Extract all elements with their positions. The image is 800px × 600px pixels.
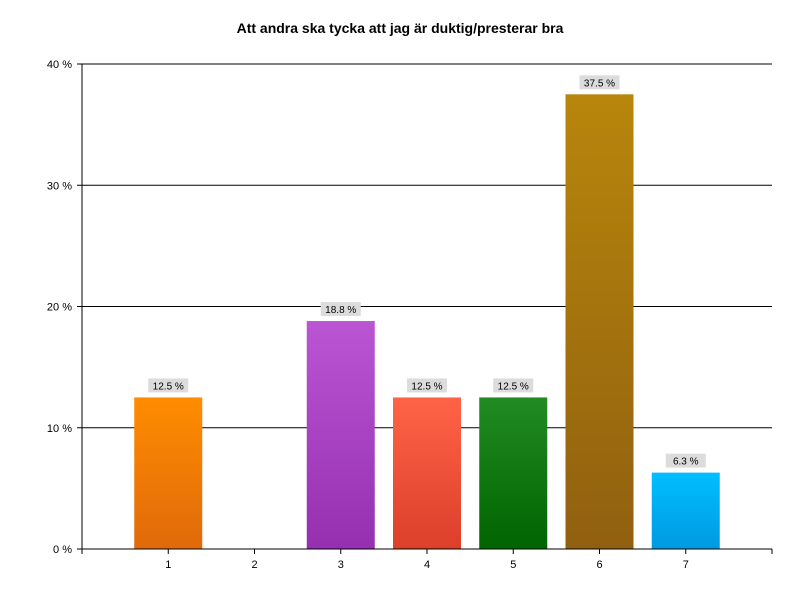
- data-label: 6.3 %: [673, 457, 699, 468]
- data-label-bg: [320, 302, 361, 317]
- data-label-bg: [579, 75, 620, 90]
- data-label: 12.5 %: [153, 381, 184, 392]
- y-tick-label: 40 %: [47, 59, 72, 71]
- x-tick-label: 6: [596, 559, 602, 571]
- data-label-bg: [493, 378, 534, 393]
- data-label: 37.5 %: [584, 78, 615, 89]
- bar-3: [306, 321, 375, 549]
- bars: [134, 94, 720, 549]
- y-tick-label: 20 %: [47, 302, 72, 314]
- y-tick-label: 30 %: [47, 180, 72, 192]
- data-label: 18.8 %: [325, 305, 356, 316]
- x-tick-label: 5: [510, 559, 516, 571]
- x-tick-label: 4: [424, 559, 430, 571]
- bar-7: [651, 472, 720, 549]
- data-labels: 12.5 % 18.8 % 12.5 % 12.5 % 37.5 % 6.3 %: [148, 75, 706, 468]
- data-label-bg: [665, 453, 706, 468]
- data-label: 12.5 %: [498, 381, 529, 392]
- x-tick-label: 3: [338, 559, 344, 571]
- bar-5: [479, 397, 548, 549]
- gridlines: [82, 63, 772, 429]
- data-label-bg: [407, 378, 447, 393]
- bar-6: [565, 94, 634, 549]
- y-tick-label: 10 %: [47, 423, 72, 435]
- x-tick-label: 7: [683, 559, 689, 571]
- axes: 0 % 10 % 20 % 30 % 40 % 1 2 3 4 5 6 7: [47, 59, 773, 571]
- data-label-bg: [148, 378, 189, 393]
- chart-title: Att andra ska tycka att jag är duktig/pr…: [237, 20, 564, 36]
- x-tick-label: 2: [251, 559, 257, 571]
- y-tick-label: 0 %: [53, 544, 72, 556]
- data-label: 12.5 %: [411, 381, 442, 392]
- x-tick-label: 1: [165, 559, 171, 571]
- bar-1: [134, 397, 203, 549]
- bar-4: [393, 397, 461, 549]
